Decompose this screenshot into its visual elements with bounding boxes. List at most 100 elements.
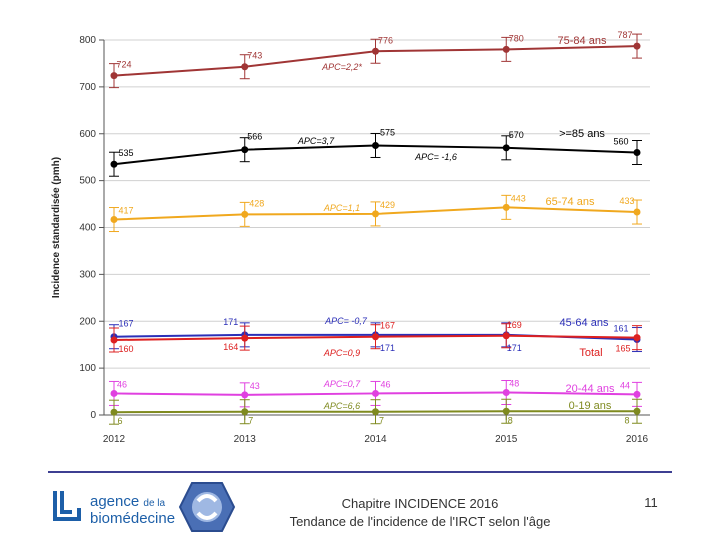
data-label: 169 xyxy=(507,320,522,330)
series-label: 45-64 ans xyxy=(560,317,609,329)
data-label: 8 xyxy=(624,415,629,425)
series-label: 20-44 ans xyxy=(566,383,615,395)
agence-logo-icon xyxy=(53,491,81,521)
data-point xyxy=(502,203,510,211)
data-label: 8 xyxy=(508,415,513,425)
data-label: 443 xyxy=(511,193,526,203)
data-label: 171 xyxy=(223,317,238,327)
series-label: 75-84 ans xyxy=(558,35,607,47)
data-point xyxy=(502,407,510,415)
y-axis-title: Incidence standardisée (pmh) xyxy=(51,157,62,298)
apc-annotation: APC=2,2* xyxy=(321,62,362,72)
data-label: 560 xyxy=(613,137,628,147)
data-label: 417 xyxy=(118,206,133,216)
apc-annotation: APC=6,6 xyxy=(323,401,360,411)
apc-annotation: APC=0,9 xyxy=(323,348,360,358)
data-point xyxy=(110,216,118,224)
data-point xyxy=(241,391,249,399)
data-label: 787 xyxy=(617,30,632,40)
data-label: 575 xyxy=(380,127,395,137)
data-label: 780 xyxy=(509,33,524,43)
data-label: 171 xyxy=(380,343,395,353)
data-point xyxy=(372,210,379,218)
data-label: 7 xyxy=(379,416,384,426)
data-point xyxy=(372,141,379,149)
data-label: 428 xyxy=(249,198,264,208)
data-point xyxy=(502,144,510,152)
data-label: 743 xyxy=(247,51,262,61)
data-point xyxy=(372,333,379,341)
data-label: 429 xyxy=(380,200,395,210)
logo-text-de-la: de la xyxy=(143,498,166,509)
data-point xyxy=(633,42,641,50)
apc-annotation: APC=3,7 xyxy=(297,136,335,146)
data-point xyxy=(633,334,641,342)
data-label: 43 xyxy=(250,381,260,391)
data-label: 46 xyxy=(117,379,127,389)
data-label: 433 xyxy=(619,196,634,206)
data-label: 44 xyxy=(620,380,630,390)
x-tick-label: 2016 xyxy=(626,434,649,445)
data-point xyxy=(633,149,641,156)
data-point xyxy=(110,389,118,397)
y-tick-label: 0 xyxy=(90,410,96,421)
series-label: >=85 ans xyxy=(559,128,605,140)
data-label: 46 xyxy=(380,379,390,389)
data-label: 167 xyxy=(380,321,395,331)
y-tick-label: 800 xyxy=(79,35,96,46)
data-point xyxy=(110,408,118,416)
data-label: 164 xyxy=(223,342,238,352)
slide-caption: Chapitre INCIDENCE 2016 Tendance de l'in… xyxy=(240,495,600,531)
data-point xyxy=(372,47,379,55)
apc-annotation: APC= -0,7 xyxy=(324,316,368,326)
logo-text-agence: agence xyxy=(90,493,140,510)
data-label: 48 xyxy=(509,379,519,389)
data-point xyxy=(372,389,379,397)
series-label: 0-19 ans xyxy=(569,400,612,412)
logo-text-biomedecine: biomédecine xyxy=(90,510,176,527)
data-point xyxy=(633,390,641,398)
data-point xyxy=(241,334,249,342)
data-label: 566 xyxy=(247,132,262,142)
apc-annotation: APC= -1,6 xyxy=(414,152,457,162)
data-label: 161 xyxy=(613,324,628,334)
data-label: 776 xyxy=(378,35,393,45)
series-label: Total xyxy=(579,347,602,359)
data-point xyxy=(633,208,641,216)
data-point xyxy=(110,72,118,80)
data-label: 535 xyxy=(118,148,133,158)
series-label: 65-74 ans xyxy=(546,196,595,208)
chart-canvas: 0 100 200 300 400 500 600 700 800 2012 2013 2014 201… xyxy=(51,30,650,445)
data-label: 724 xyxy=(116,60,131,70)
data-label: 570 xyxy=(509,130,524,140)
caption-title: Tendance de l'incidence de l'IRCT selon … xyxy=(289,514,551,529)
y-tick-label: 100 xyxy=(79,363,96,374)
y-tick-label: 400 xyxy=(79,223,96,234)
data-point xyxy=(241,146,249,154)
data-label: 165 xyxy=(615,344,630,354)
apc-annotation: APC=0,7 xyxy=(323,379,361,389)
data-label: 160 xyxy=(118,344,133,354)
data-point xyxy=(241,210,249,218)
data-point xyxy=(110,160,118,168)
y-tick-label: 500 xyxy=(79,176,96,187)
y-tick-label: 200 xyxy=(79,316,96,327)
y-tick-label: 700 xyxy=(79,82,96,93)
agence-biomedecine-logo: agence de la biomédecine xyxy=(52,486,175,528)
y-tick-label: 600 xyxy=(79,129,96,140)
data-point xyxy=(372,408,379,416)
footer-divider xyxy=(48,471,672,473)
data-point xyxy=(110,336,118,344)
caption-chapter: Chapitre INCIDENCE 2016 xyxy=(341,496,499,511)
y-tick-label: 300 xyxy=(79,269,96,280)
apc-annotation: APC=1,1 xyxy=(323,203,360,213)
page-number: 11 xyxy=(644,495,658,510)
data-label: 6 xyxy=(117,416,122,426)
x-tick-label: 2013 xyxy=(234,434,257,445)
x-tick-label: 2014 xyxy=(364,434,387,445)
x-tick-label: 2015 xyxy=(495,434,518,445)
x-tick-label: 2012 xyxy=(103,434,126,445)
data-label: 7 xyxy=(248,416,253,426)
data-point xyxy=(502,45,510,53)
kidney-emblem-icon xyxy=(178,482,236,532)
